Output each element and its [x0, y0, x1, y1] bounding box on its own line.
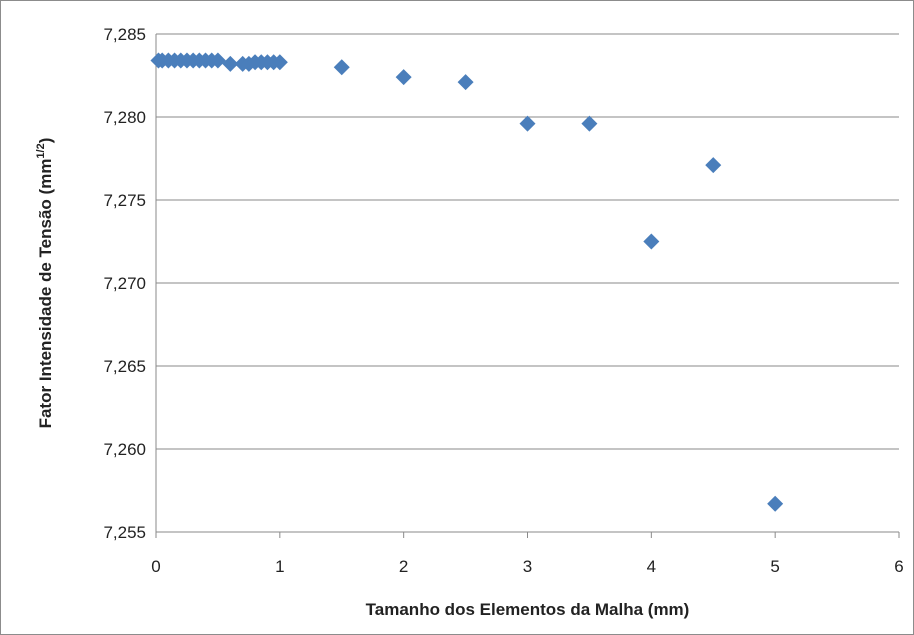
y-tick-label: 7,280	[103, 108, 146, 127]
data-point	[222, 55, 239, 72]
y-axis-title-close: )	[36, 138, 55, 144]
data-point	[767, 495, 784, 512]
x-tick-label: 2	[399, 557, 408, 576]
data-point	[519, 115, 536, 132]
x-tick-label: 3	[523, 557, 532, 576]
y-axis-title-sup: 1/2	[35, 143, 47, 158]
data-point	[271, 54, 288, 71]
x-tick-label: 4	[647, 557, 656, 576]
y-tick-label: 7,275	[103, 191, 146, 210]
y-tick-label: 7,255	[103, 523, 146, 542]
y-axis-title: Fator Intensidade de Tensão (mm1/2)	[35, 138, 55, 429]
x-tick-label: 0	[151, 557, 160, 576]
data-point	[643, 233, 660, 250]
x-tick-label: 5	[770, 557, 779, 576]
y-axis-title-main: Fator Intensidade de Tensão (mm	[36, 159, 55, 429]
data-point	[395, 69, 412, 86]
x-tick-label: 1	[275, 557, 284, 576]
data-points	[150, 52, 784, 512]
y-tick-label: 7,270	[103, 274, 146, 293]
x-axis-title: Tamanho dos Elementos da Malha (mm)	[366, 600, 690, 619]
data-point	[457, 74, 474, 91]
data-point	[209, 52, 226, 69]
gridlines	[156, 33, 899, 450]
y-tick-label: 7,260	[103, 440, 146, 459]
data-point	[581, 115, 598, 132]
y-tick-label: 7,285	[103, 25, 146, 44]
tick-labels: 7,255 7,260 7,265 7,270 7,275 7,280 7,285 0 1 2 3 4…	[103, 25, 903, 576]
y-tick-label: 7,265	[103, 357, 146, 376]
data-point	[333, 59, 350, 76]
data-point	[705, 157, 722, 174]
x-tick-label: 6	[894, 557, 903, 576]
axes	[155, 34, 900, 538]
